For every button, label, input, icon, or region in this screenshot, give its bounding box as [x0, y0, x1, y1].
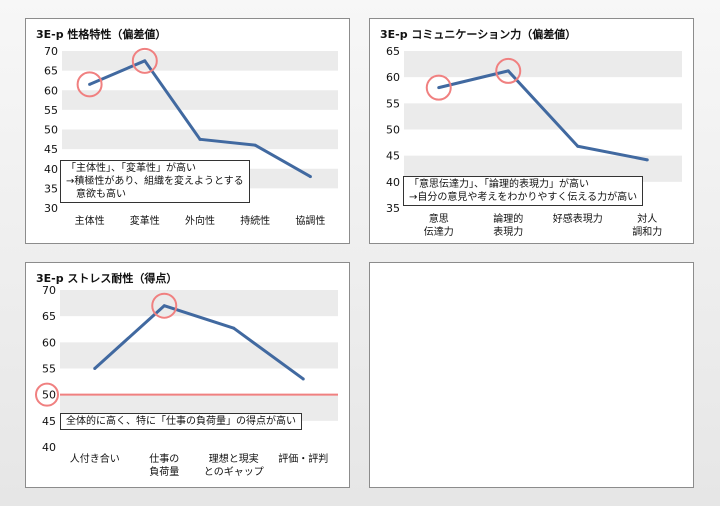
x-tick-label: 協調性 [295, 214, 325, 227]
annotation-line: →自分の意見や考えをわかりやすく伝える力が高い [409, 192, 638, 203]
y-tick-label: 65 [42, 310, 56, 323]
grid-band [60, 290, 338, 317]
annotation-line: 「意思伝達力」、「論理的表現力」が高い [409, 179, 589, 190]
chart-annotation: 「主体性」、「変革性」が高い →積極性があり、組織を変えようとする 意欲も高い [60, 160, 250, 203]
series-line [438, 69, 648, 162]
data-point [93, 367, 97, 370]
y-tick-label: 45 [42, 415, 56, 428]
highlight-circle [495, 57, 522, 84]
highlight-circle [76, 71, 103, 98]
x-tick-label: 好感表現力 [553, 212, 603, 225]
data-point [88, 82, 92, 86]
data-point [437, 86, 441, 90]
grid-band [404, 51, 682, 78]
x-tick-label: とのギャップ [204, 466, 264, 478]
y-tick-label: 40 [44, 163, 58, 176]
reference-highlight-circle [35, 382, 59, 407]
y-tick-label: 70 [42, 284, 56, 297]
data-point [253, 143, 257, 147]
annotation-line: 「主体性」、「変革性」が高い [66, 163, 196, 174]
data-point [162, 304, 166, 308]
y-tick-label: 60 [42, 336, 56, 349]
x-tick-label: 外向性 [185, 214, 215, 227]
x-tick-label: 人付き合い [70, 452, 120, 465]
y-tick-label: 50 [42, 389, 56, 402]
y-tick-label: 45 [44, 143, 58, 156]
chart-annotation: 「意思伝達力」、「論理的表現力」が高い →自分の意見や考えをわかりやすく伝える力… [403, 176, 644, 206]
y-tick-label: 30 [44, 202, 58, 215]
annotation-line: 全体的に高く、特に「仕事の負荷量」の得点が高い [66, 416, 296, 427]
data-point [301, 377, 305, 381]
data-point [576, 144, 580, 148]
y-tick-label: 45 [386, 150, 400, 163]
x-tick-label: 主体性 [75, 214, 105, 227]
empty-panel [369, 262, 694, 488]
annotation-line: 意欲も高い [76, 189, 126, 200]
x-tick-label: 評価・評判 [278, 452, 328, 465]
x-tick-label: 変革性 [130, 214, 160, 227]
y-tick-label: 65 [386, 45, 400, 58]
y-tick-label: 35 [386, 202, 400, 215]
y-tick-label: 55 [386, 97, 400, 110]
highlight-circle [151, 292, 178, 319]
y-tick-label: 40 [386, 176, 400, 189]
y-tick-label: 55 [42, 363, 56, 376]
chart-annotation: 全体的に高く、特に「仕事の負荷量」の得点が高い [60, 413, 302, 430]
x-tick-label: 対人 [637, 212, 657, 225]
chart-title: 3E-p コミュニケーション力（偏差値） [380, 28, 577, 41]
annotation-line: →積極性があり、組織を変えようとする [66, 176, 244, 187]
highlight-circle [131, 47, 158, 74]
chart-title: 3E-p ストレス耐性（得点） [36, 272, 178, 285]
y-tick-label: 60 [386, 71, 400, 84]
x-tick-label: 意思 [429, 212, 449, 225]
data-point [232, 326, 236, 330]
x-tick-label: 伝達力 [424, 225, 454, 238]
series-line [93, 304, 305, 381]
data-point [198, 137, 202, 141]
y-tick-label: 40 [42, 441, 56, 454]
y-tick-label: 50 [44, 124, 58, 137]
x-tick-label: 論理的 [493, 212, 523, 225]
data-point [143, 59, 147, 63]
personality-chart: 30 35 40 45 50 55 60 65 70 主体性 変革性 外向性 持続性 協調性 [44, 45, 338, 227]
data-point [308, 175, 312, 179]
data-point [506, 69, 510, 73]
chart-panel-personality: 3E-p 性格特性（偏差値） 30 35 40 45 50 55 60 65 70 主体性 変革性 外… [25, 18, 350, 244]
x-tick-label: 調和力 [632, 225, 662, 238]
y-tick-label: 70 [44, 45, 58, 58]
x-tick-label: 仕事の [149, 452, 179, 465]
x-tick-label: 負荷量 [149, 466, 179, 478]
chart-panel-communication: 3E-p コミュニケーション力（偏差値） 35 40 45 50 55 60 65 意思 伝達力… [369, 18, 694, 244]
y-tick-label: 55 [44, 104, 58, 117]
chart-panel-stress: 3E-p ストレス耐性（得点） 40 45 50 55 60 65 70 人付き合い 仕事の 負荷… [25, 262, 350, 488]
grid-band [60, 342, 338, 369]
chart-title: 3E-p 性格特性（偏差値） [36, 28, 167, 41]
y-tick-label: 50 [386, 124, 400, 137]
y-tick-label: 60 [44, 84, 58, 97]
y-tick-label: 65 [44, 65, 58, 78]
grid-band [62, 51, 338, 71]
y-tick-label: 35 [44, 182, 58, 195]
data-point [645, 158, 649, 162]
x-tick-label: 理想と現実 [209, 452, 259, 465]
x-tick-label: 持続性 [240, 214, 270, 227]
x-tick-label: 表現力 [493, 225, 523, 238]
grid-band [62, 90, 338, 110]
highlight-circle [425, 74, 452, 101]
